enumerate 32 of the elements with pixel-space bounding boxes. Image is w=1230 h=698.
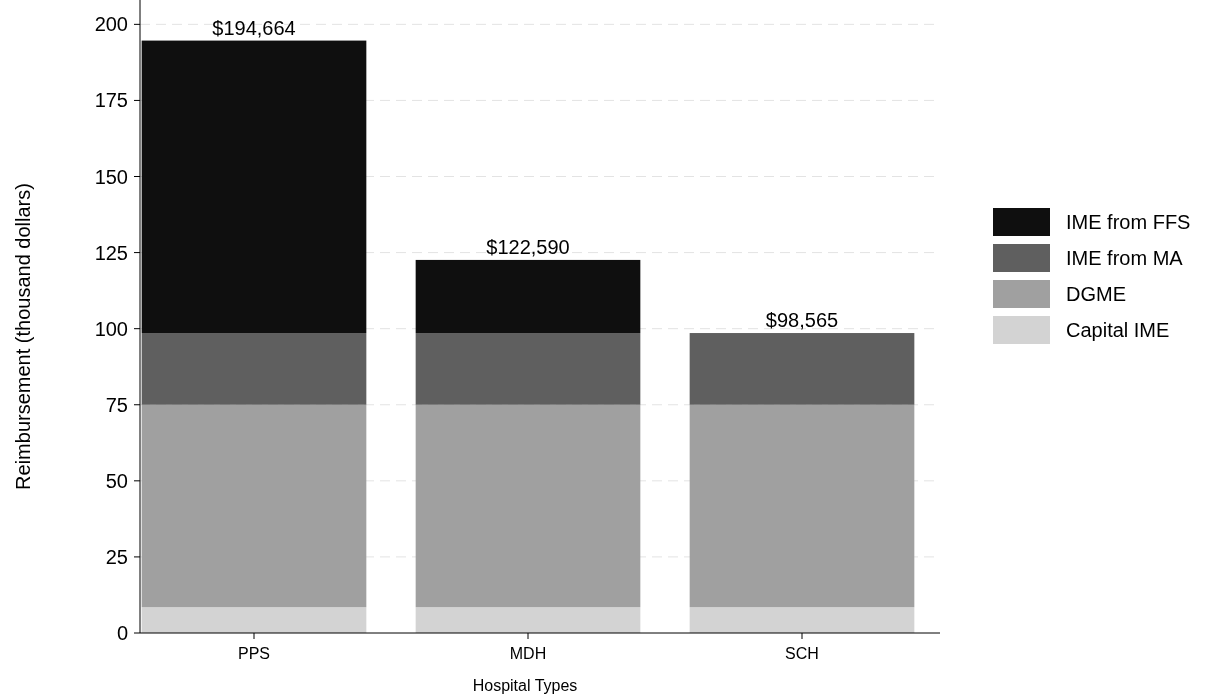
y-tick-label: 175 bbox=[94, 89, 128, 112]
y-tick-label: 75 bbox=[105, 393, 128, 416]
x-tick-label: SCH bbox=[785, 645, 819, 662]
bar bbox=[415, 259, 641, 334]
y-axis-title: Reimbursement (thousand dollars) bbox=[12, 183, 34, 490]
legend-label: Capital IME bbox=[1066, 319, 1170, 341]
bar bbox=[689, 607, 915, 633]
x-tick-label: MDH bbox=[509, 645, 547, 662]
bar bbox=[415, 333, 641, 405]
y-tick-label: 25 bbox=[105, 545, 128, 568]
legend-label: DGME bbox=[1066, 283, 1126, 305]
bar bbox=[141, 607, 367, 633]
total-label: $98,565 bbox=[765, 309, 839, 332]
total-label: $122,590 bbox=[486, 235, 570, 258]
y-tick-label: 0 bbox=[116, 622, 128, 644]
bar bbox=[689, 404, 915, 608]
legend-label: IME from FFS bbox=[1066, 211, 1191, 233]
bar bbox=[415, 607, 641, 633]
bar bbox=[415, 404, 641, 608]
y-tick-label: 150 bbox=[94, 165, 128, 188]
y-tick-label: 50 bbox=[105, 469, 128, 492]
bar bbox=[141, 40, 367, 334]
y-tick-label: 125 bbox=[94, 241, 128, 264]
bar bbox=[141, 404, 367, 608]
bar bbox=[141, 333, 367, 405]
x-axis-title: Hospital Types bbox=[472, 677, 578, 694]
y-tick-label: 100 bbox=[94, 317, 128, 340]
x-tick-label: PPS bbox=[237, 645, 271, 662]
bar bbox=[689, 333, 915, 405]
y-tick-label: 200 bbox=[94, 13, 128, 36]
legend-label: IME from MA bbox=[1066, 247, 1184, 269]
total-label: $194,664 bbox=[212, 16, 296, 39]
